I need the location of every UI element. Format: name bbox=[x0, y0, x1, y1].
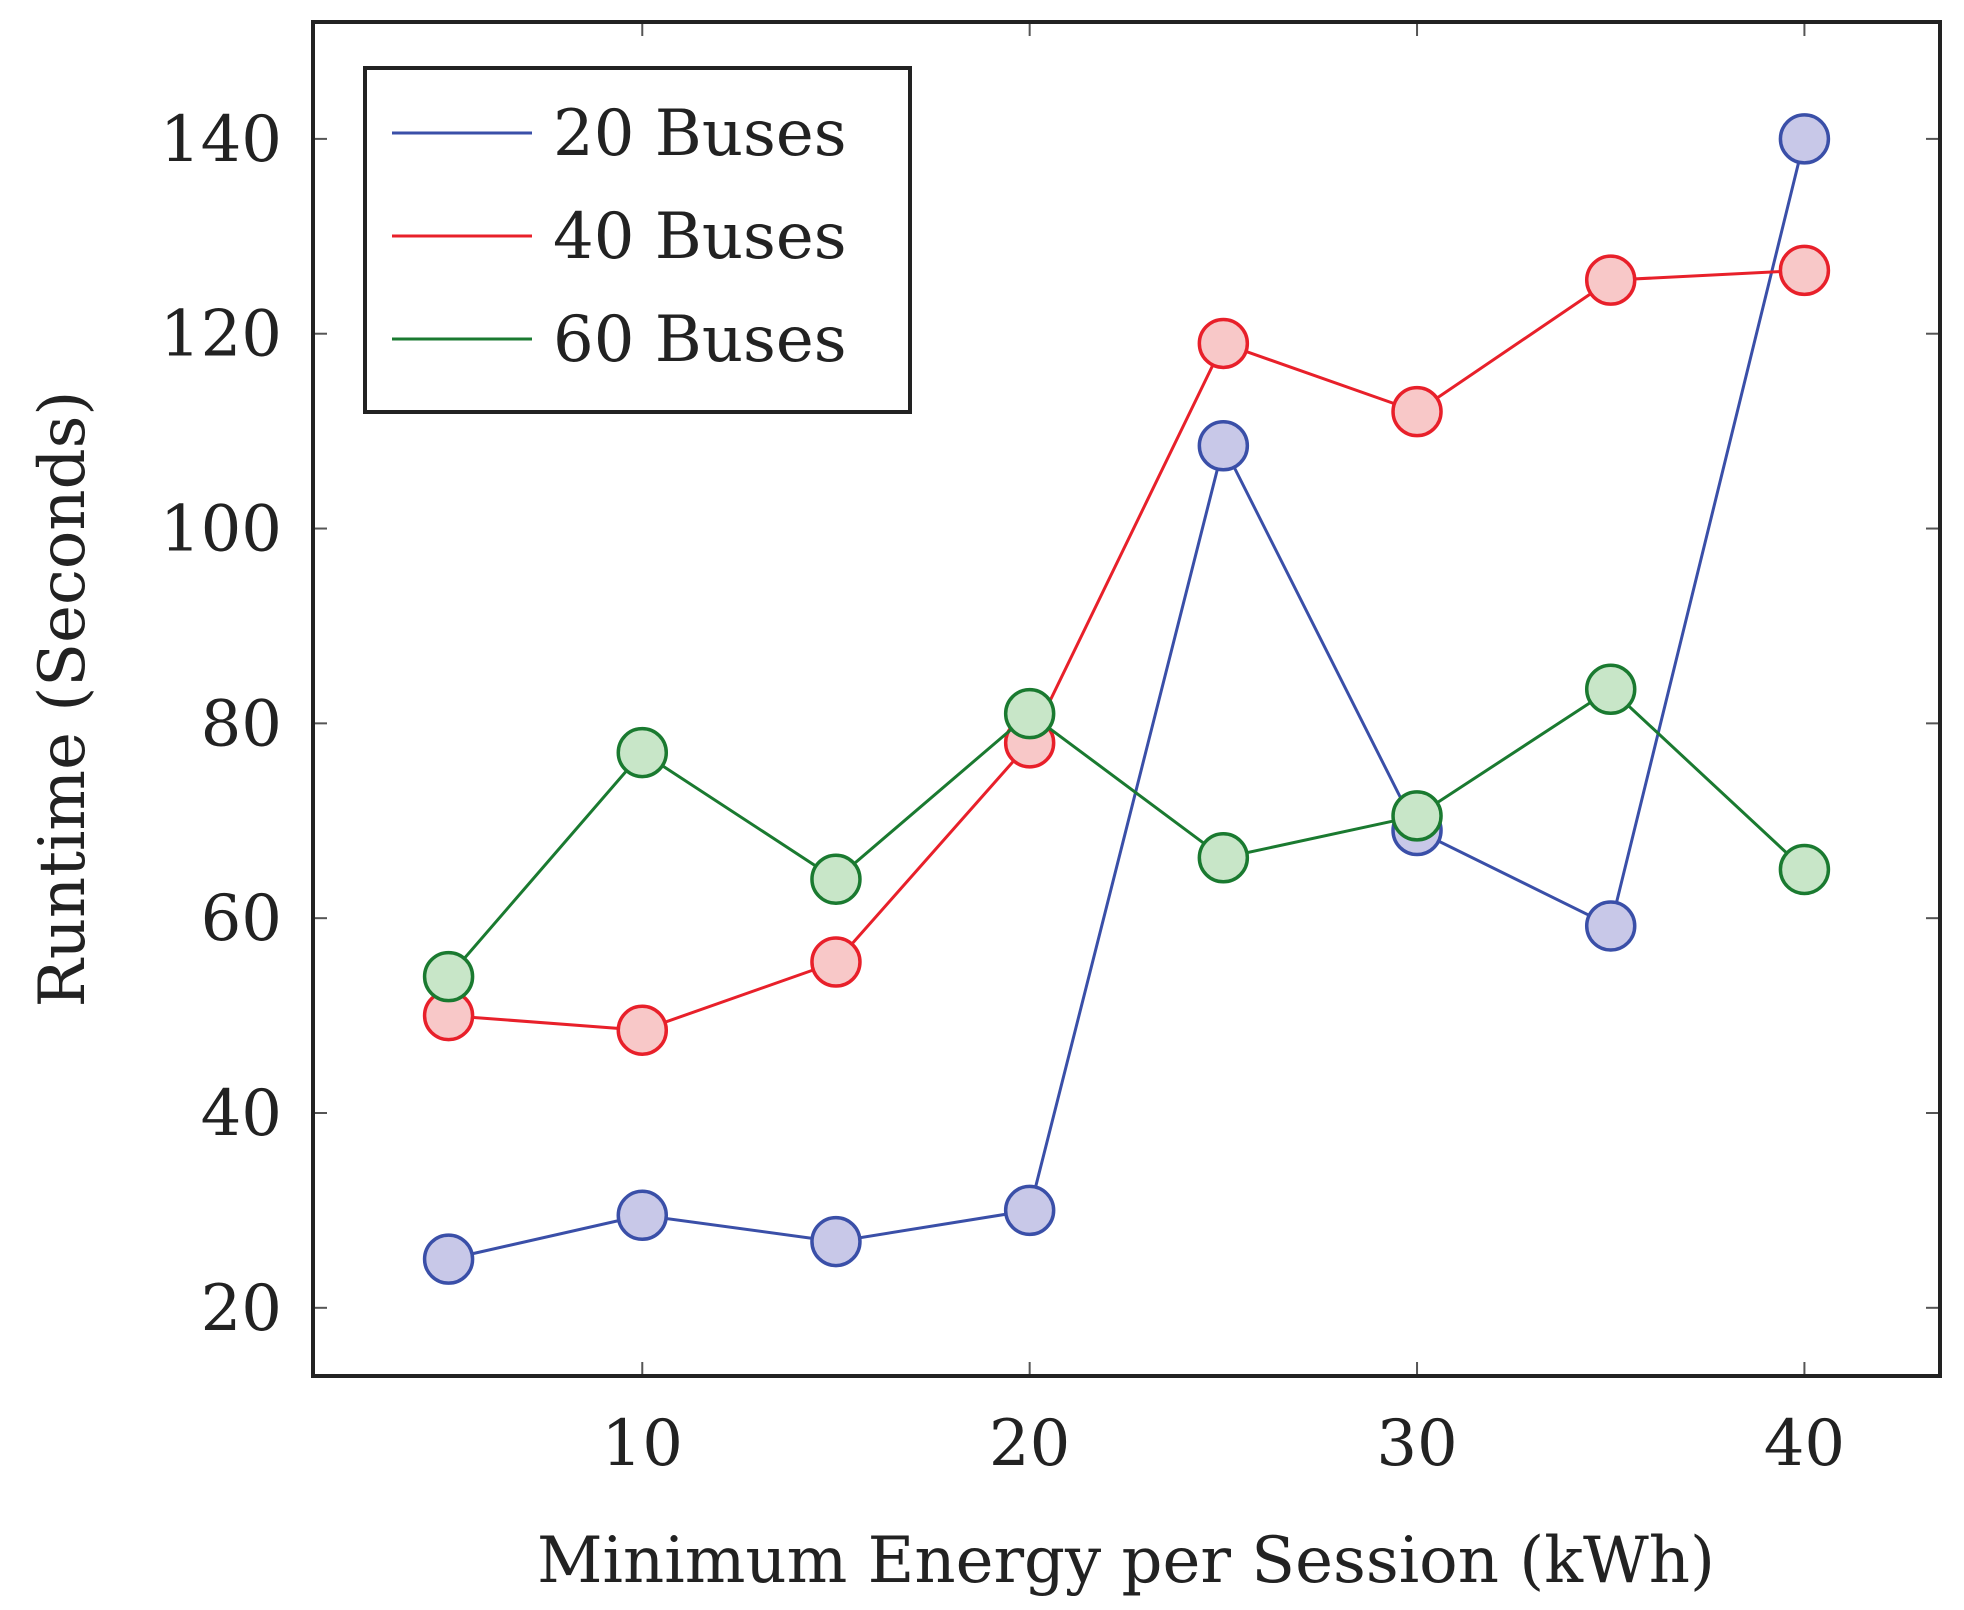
data-point bbox=[1584, 254, 1637, 306]
data-point bbox=[810, 853, 862, 905]
series-line bbox=[448, 138, 1806, 1261]
tick-labels-layer: 10 20 30 40 20 40 60 80 100 120 140 bbox=[160, 103, 1845, 1481]
data-point bbox=[1197, 832, 1250, 884]
y-tick-label: 20 bbox=[201, 1272, 282, 1346]
legend-item: 60 Buses bbox=[392, 303, 847, 377]
data-point bbox=[1003, 687, 1056, 740]
x-tick-label: 30 bbox=[1376, 1407, 1457, 1481]
legend-label: 20 Buses bbox=[553, 97, 847, 171]
y-tick-label: 60 bbox=[201, 882, 282, 956]
data-point bbox=[616, 1189, 669, 1242]
y-tick-label: 80 bbox=[201, 687, 282, 761]
y-tick-label: 100 bbox=[160, 493, 282, 567]
legend-item: 40 Buses bbox=[392, 200, 847, 274]
data-point bbox=[1778, 843, 1831, 896]
x-tick-label: 10 bbox=[602, 1407, 683, 1481]
y-tick-label: 140 bbox=[160, 103, 282, 177]
y-tick-label: 120 bbox=[160, 298, 282, 372]
data-point bbox=[1197, 419, 1250, 472]
data-point bbox=[1584, 663, 1637, 716]
x-tick-label: 20 bbox=[989, 1407, 1070, 1481]
ticks-layer bbox=[313, 22, 1940, 1376]
data-point bbox=[810, 936, 862, 988]
legend: 20 Buses 40 Buses 60 Buses bbox=[363, 66, 912, 414]
data-point bbox=[1197, 317, 1250, 370]
data-point bbox=[616, 726, 669, 779]
legend-label: 60 Buses bbox=[553, 303, 847, 377]
data-point bbox=[1778, 113, 1831, 165]
y-tick-label: 40 bbox=[201, 1077, 282, 1151]
y-axis-title: Runtime (Seconds) bbox=[26, 391, 100, 1008]
series-60-buses bbox=[422, 663, 1831, 1003]
data-point bbox=[810, 1215, 862, 1268]
series-layer bbox=[422, 113, 1831, 1285]
legend-item: 20 Buses bbox=[392, 97, 847, 171]
data-point bbox=[616, 1004, 669, 1056]
data-point bbox=[1003, 1184, 1056, 1237]
plot-frame bbox=[311, 20, 1942, 1378]
x-tick-label: 40 bbox=[1764, 1407, 1845, 1481]
data-point bbox=[1584, 900, 1637, 952]
x-axis-title: Minimum Energy per Session (kWh) bbox=[537, 1524, 1715, 1598]
series-line bbox=[448, 268, 1805, 1032]
legend-box bbox=[363, 66, 912, 414]
data-point bbox=[1778, 244, 1831, 297]
data-point bbox=[422, 950, 475, 1003]
data-point bbox=[422, 1233, 475, 1285]
data-point bbox=[1391, 790, 1443, 842]
data-point bbox=[1391, 385, 1443, 438]
legend-label: 40 Buses bbox=[553, 200, 847, 274]
series-line bbox=[447, 687, 1806, 978]
